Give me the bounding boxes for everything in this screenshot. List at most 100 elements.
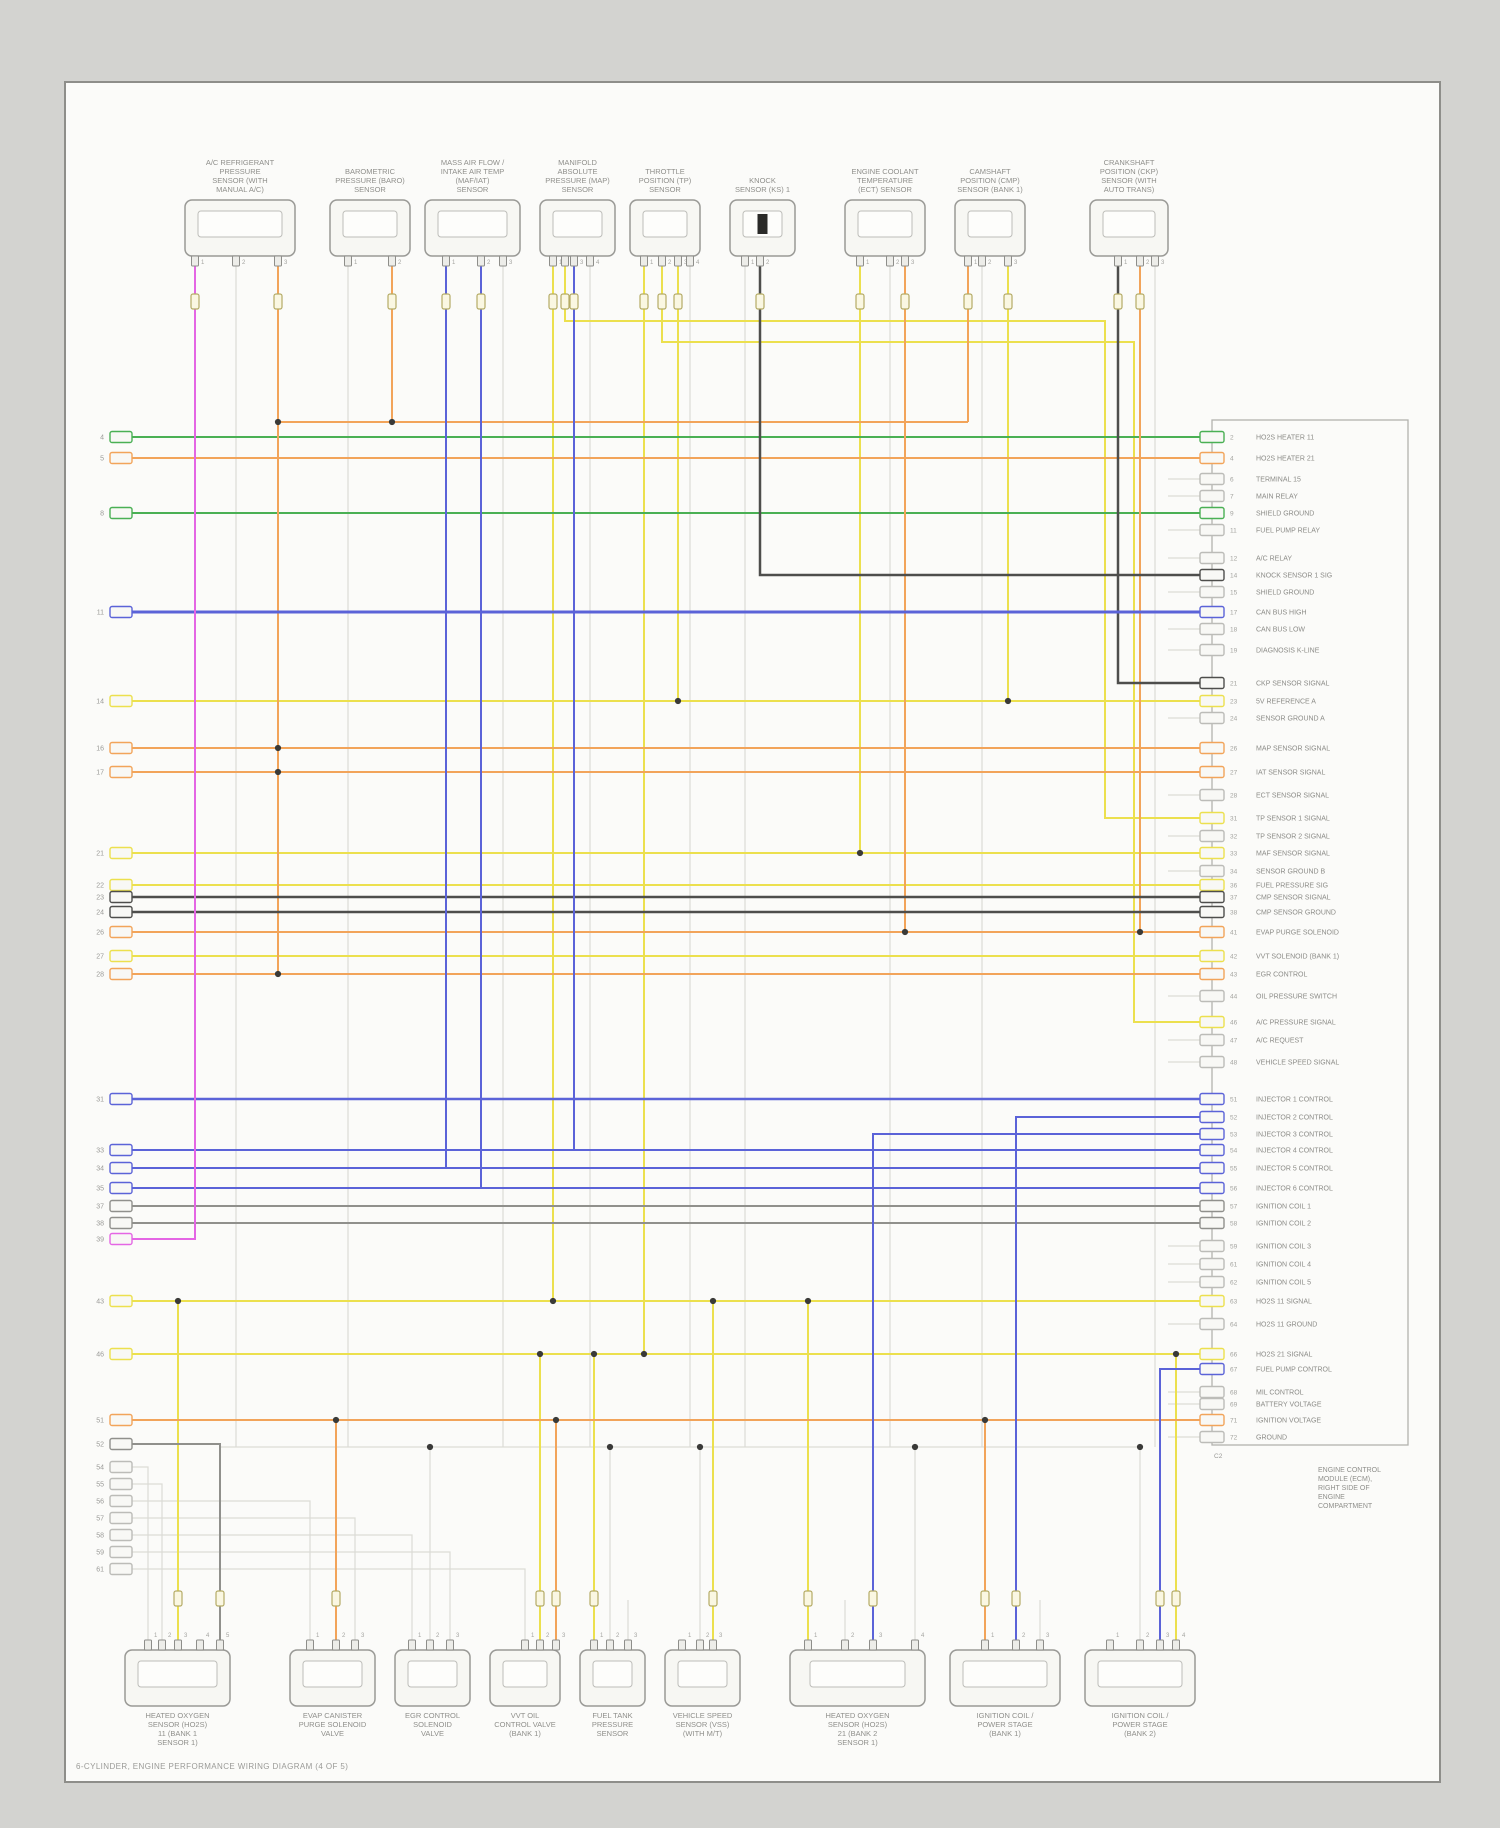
ecm-pin-label: SHIELD GROUND [1256, 590, 1314, 597]
ecm-pin-label: MAIN RELAY [1256, 494, 1298, 501]
component-label-line: SENSOR [649, 185, 681, 194]
left-pin-box [109, 1494, 133, 1508]
left-pin-number: 59 [96, 1550, 104, 1557]
component-pin [442, 255, 450, 267]
inline-connector [173, 1590, 183, 1607]
ecm-pin-label: HO2S HEATER 11 [1256, 435, 1314, 442]
inline-connector [560, 293, 570, 310]
inline-connector [190, 293, 200, 310]
ecm-pin-label: INJECTOR 3 CONTROL [1256, 1132, 1333, 1139]
ecm-pin-number: 71 [1230, 1418, 1238, 1425]
component-pin [1004, 255, 1012, 267]
component-label-line: 21 (BANK 2 [838, 1729, 878, 1738]
junction-dot [696, 1443, 704, 1451]
junction-dot [332, 1416, 340, 1424]
ecm-pin-box [1199, 949, 1225, 963]
component-pin-number: 4 [1182, 1633, 1186, 1639]
ecm-pin-box [1199, 676, 1225, 690]
component-label-line: SENSOR [562, 185, 594, 194]
left-pin-number: 55 [96, 1482, 104, 1489]
left-pin-box [109, 1545, 133, 1559]
left-pin-number: 35 [96, 1186, 104, 1193]
component-label-line: IGNITION COIL / [977, 1711, 1035, 1720]
component-pin-number: 3 [456, 1633, 460, 1639]
component-label-line: HEATED OXYGEN [825, 1711, 889, 1720]
component-label-line: 11 (BANK 1 [158, 1729, 197, 1738]
ecm-pin-number: 69 [1230, 1402, 1238, 1409]
ecm-pin-number: 14 [1230, 573, 1238, 580]
component-label-line: SENSOR (KS) 1 [735, 185, 790, 194]
component-pin [570, 255, 578, 267]
component-pin [978, 255, 986, 267]
ecm-pin: 69 BATTERY VOLTAGE [1199, 1397, 1322, 1411]
component-face [437, 210, 508, 238]
left-pin-box [109, 1294, 133, 1308]
component-pin-number: 2 [487, 260, 491, 266]
left-pin: 56 [96, 1494, 133, 1508]
component-label-line: ENGINE COOLANT [851, 167, 919, 176]
ecm-pin-box [1199, 905, 1225, 919]
component-pin-number: 3 [1014, 260, 1018, 266]
component-pin [856, 255, 864, 267]
component-label-line: EVAP CANISTER [303, 1711, 363, 1720]
left-pin-number: 31 [96, 1097, 104, 1104]
ecm-pin-box [1199, 1110, 1225, 1124]
component-pin-number: 1 [814, 1633, 818, 1639]
component-pin-number: 3 [562, 1633, 566, 1639]
component-pin [658, 255, 666, 267]
ecm-pin-number: 12 [1230, 556, 1238, 563]
ecm-pin-number: 58 [1230, 1221, 1238, 1228]
ecm-pin: 53 INJECTOR 3 CONTROL [1199, 1127, 1333, 1141]
ecm-pin-label: INJECTOR 6 CONTROL [1256, 1186, 1333, 1193]
ecm-pin-box [1199, 1385, 1225, 1399]
component-pin-number: 3 [719, 1633, 723, 1639]
left-pin-box [109, 925, 133, 939]
component-pin [196, 1639, 204, 1651]
component-label-line: SENSOR 1) [837, 1738, 878, 1747]
component-face [809, 1660, 906, 1688]
ecm-pin: 37 CMP SENSOR SIGNAL [1199, 890, 1331, 904]
ecm-pin-box [1199, 1127, 1225, 1141]
ecm-pin-box [1199, 506, 1225, 520]
left-pin-number: 17 [96, 770, 104, 777]
left-pin: 33 [96, 1143, 133, 1157]
component-pin [332, 1639, 340, 1651]
component-pin-number: 2 [706, 1633, 710, 1639]
inline-connector [657, 293, 667, 310]
ecm-pin-number: 63 [1230, 1299, 1238, 1306]
component-label-line: BAROMETRIC [345, 167, 396, 176]
ecm-pin: 43 EGR CONTROL [1199, 967, 1307, 981]
ecm-pin: 7 MAIN RELAY [1199, 489, 1298, 503]
inline-connector [569, 293, 579, 310]
component-label-line: SENSOR (WITH [1101, 176, 1156, 185]
ecm-pin-label: HO2S 21 SIGNAL [1256, 1352, 1313, 1359]
component-pin [1136, 1639, 1144, 1651]
junction-dot [1136, 928, 1144, 936]
component-pin-number: 1 [600, 1633, 604, 1639]
inline-connector [1135, 293, 1145, 310]
ecm-pin-label: IGNITION COIL 2 [1256, 1221, 1311, 1228]
component-label-line: FUEL TANK [592, 1711, 632, 1720]
svg-text:ENGINE CONTROL: ENGINE CONTROL [1318, 1467, 1381, 1474]
ecm-pin-number: 24 [1230, 716, 1238, 723]
component-pin-number: 1 [1116, 1633, 1120, 1639]
component-pin [274, 255, 282, 267]
wire-blue [1015, 1116, 1200, 1640]
ecm-pin: 33 MAF SENSOR SIGNAL [1199, 846, 1330, 860]
knock-sensor-icon [757, 214, 768, 234]
inline-connector [273, 293, 283, 310]
component-pin [158, 1639, 166, 1651]
ecm-pin: 2 HO2S HEATER 11 [1199, 430, 1314, 444]
left-pin-box [109, 1181, 133, 1195]
ecm-pin-number: 26 [1230, 746, 1238, 753]
ecm-pin: 36 FUEL PRESSURE SIG [1199, 878, 1328, 892]
component-label-line: THROTTLE [645, 167, 685, 176]
ecm-pin-box [1199, 489, 1225, 503]
ecm-pin-number: 32 [1230, 834, 1238, 841]
ecm-pin-box [1199, 1199, 1225, 1213]
left-pin-box [109, 967, 133, 981]
